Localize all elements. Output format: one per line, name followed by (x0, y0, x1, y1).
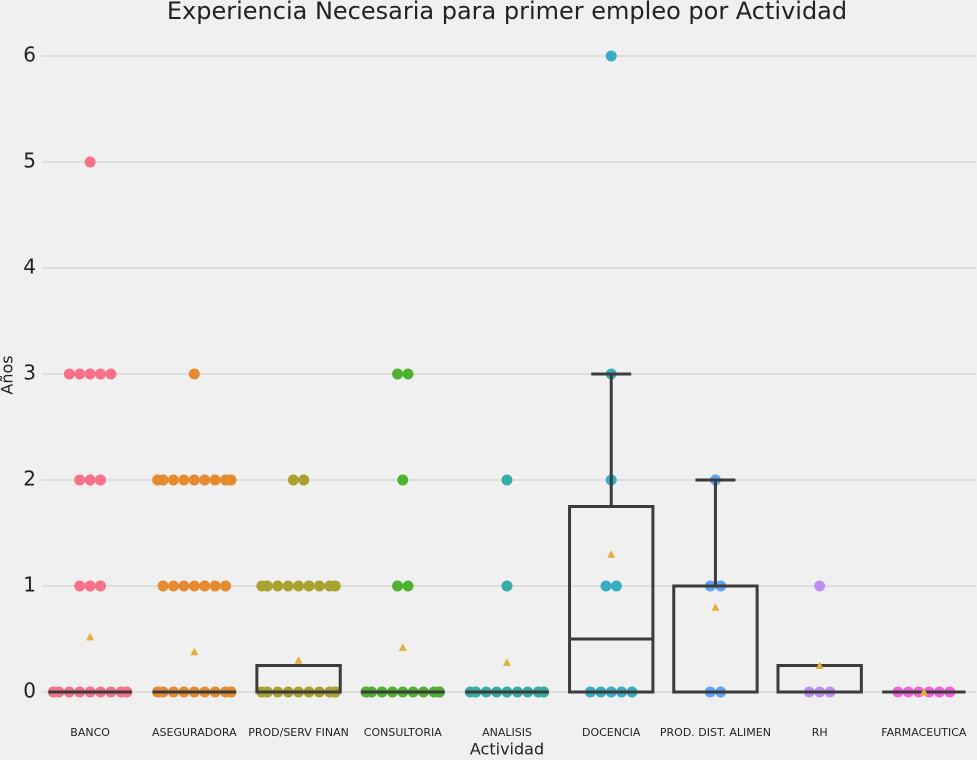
swarm-point (605, 50, 617, 62)
x-tick-label: CONSULTORIA (364, 726, 442, 739)
swarm-point (501, 580, 513, 592)
x-tick-label: PROD/SERV FINAN (248, 726, 349, 739)
swarm-point (225, 474, 237, 486)
swarm-point (84, 580, 96, 592)
swarm-point (168, 580, 180, 592)
mean-marker (815, 661, 824, 669)
swarm-point (157, 474, 169, 486)
x-tick-label: ANALISIS (482, 726, 532, 739)
swarm-point (157, 580, 169, 592)
x-tick-label: FARMACEUTICA (881, 726, 967, 739)
mean-marker (86, 632, 95, 641)
swarm-point (95, 474, 107, 486)
y-tick-label: 2 (23, 467, 36, 491)
swarm-point (303, 580, 315, 592)
swarm-point (272, 580, 284, 592)
swarm-point (74, 368, 86, 380)
mean-marker (190, 647, 199, 656)
swarm-point (209, 474, 221, 486)
chart-title: Experiencia Necesaria para primer empleo… (167, 0, 847, 25)
swarm-point (293, 580, 305, 592)
swarm-point (84, 474, 96, 486)
swarm-point (199, 580, 211, 592)
x-tick-label: RH (812, 726, 828, 739)
swarm-point (178, 474, 190, 486)
swarm-point (298, 474, 310, 486)
mean-marker (398, 643, 407, 651)
box (672, 584, 759, 694)
swarm-point (287, 474, 299, 486)
swarm-point (188, 368, 200, 380)
y-tick-label: 0 (23, 679, 36, 703)
swarm-point (814, 580, 826, 592)
mean-marker (294, 656, 303, 664)
x-tick-label: ASEGURADORA (152, 726, 237, 739)
swarm-point (74, 580, 86, 592)
swarm-point (84, 368, 96, 380)
swarm-point (329, 580, 341, 592)
swarm-point (199, 474, 211, 486)
swarm-point (402, 580, 414, 592)
mean-marker (711, 603, 720, 611)
y-tick-label: 1 (23, 573, 36, 597)
swarm-point (261, 580, 273, 592)
swarm-point (610, 580, 622, 592)
swarm-point (282, 580, 294, 592)
x-tick-label: DOCENCIA (582, 726, 641, 739)
swarm-point (600, 580, 612, 592)
x-tick-label: PROD. DIST. ALIMEN (660, 726, 771, 739)
mean-marker (503, 658, 511, 666)
box (568, 505, 655, 694)
swarm-point (63, 368, 75, 380)
y-tick-label: 6 (23, 43, 36, 67)
swarm-point (95, 368, 107, 380)
swarm-point (74, 474, 86, 486)
swarm-point (397, 474, 409, 486)
y-tick-label: 3 (23, 361, 36, 385)
swarm-point (392, 368, 404, 380)
swarm-point (84, 156, 96, 168)
swarm-point (188, 580, 200, 592)
swarm-point (188, 474, 200, 486)
swarm-point (313, 580, 325, 592)
swarm-point (392, 580, 404, 592)
y-tick-label: 4 (23, 255, 36, 279)
swarm-point (95, 580, 107, 592)
y-tick-label: 5 (23, 149, 36, 173)
x-axis-label: Actividad (470, 740, 544, 759)
swarm-point (501, 474, 513, 486)
x-tick-label: BANCO (70, 726, 110, 739)
swarm-point (220, 580, 232, 592)
swarm-point (168, 474, 180, 486)
y-axis-label: Años (0, 355, 17, 394)
swarm-point (178, 580, 190, 592)
swarm-point (402, 368, 414, 380)
swarm-point (209, 580, 221, 592)
swarm-point (105, 368, 117, 380)
mean-marker (607, 550, 616, 558)
mean-marker (919, 688, 928, 696)
